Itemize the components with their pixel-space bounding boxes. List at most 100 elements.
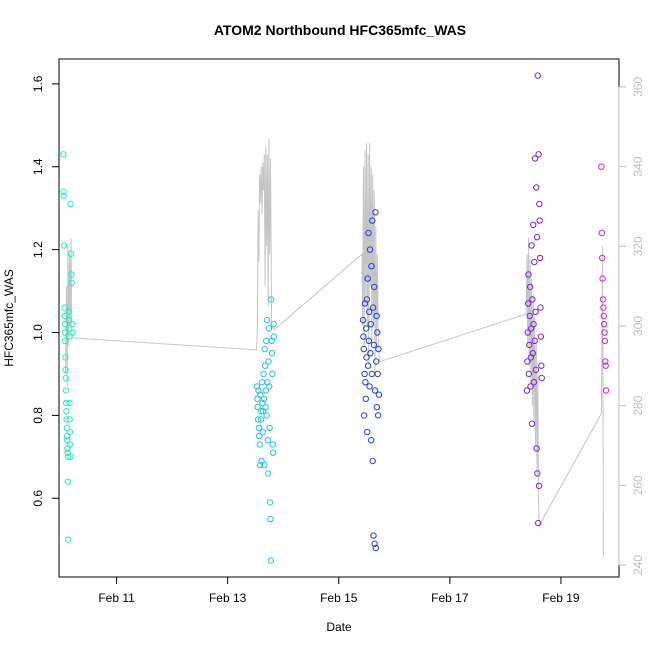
x-axis: Feb 11 Feb 13 Feb 15 Feb 17 Feb 19 (98, 576, 580, 605)
right-y-tick-label: 240 (631, 555, 645, 575)
data-point (599, 254, 606, 262)
data-point (536, 217, 543, 224)
data-point (66, 399, 73, 407)
data-point (64, 478, 72, 485)
right-y-tick-label: 280 (631, 395, 645, 415)
data-point (61, 312, 68, 320)
data-point (535, 482, 543, 489)
data-point (254, 403, 261, 411)
data-point (369, 457, 376, 465)
right-y-tick-label: 340 (631, 156, 645, 176)
data-point (267, 515, 274, 523)
data-point (531, 258, 538, 266)
data-point (375, 345, 382, 353)
data-point (599, 296, 607, 303)
data-point (533, 445, 540, 452)
data-point (372, 209, 379, 216)
series-flight-2 (253, 296, 278, 564)
data-point (63, 416, 70, 423)
data-point (368, 263, 375, 270)
data-point (373, 358, 380, 365)
series-flight-3 (359, 209, 383, 552)
data-point (261, 461, 268, 469)
data-point (265, 325, 273, 332)
data-point (61, 304, 68, 311)
overlay-line (65, 138, 604, 558)
data-point (62, 354, 69, 361)
data-point (600, 321, 608, 328)
data-point (63, 432, 71, 440)
data-point (368, 437, 375, 444)
data-point (267, 557, 275, 564)
data-point (60, 151, 67, 158)
data-point (530, 321, 537, 328)
data-point (600, 312, 607, 320)
data-point (67, 250, 75, 258)
data-point (366, 308, 373, 315)
data-point (369, 304, 377, 311)
data-point (361, 370, 368, 378)
data-point (68, 271, 75, 278)
data-point (528, 242, 535, 249)
data-point (525, 370, 533, 378)
data-point (64, 437, 71, 444)
data-point (531, 337, 538, 344)
data-point (526, 283, 534, 291)
data-point (536, 254, 544, 262)
data-point (598, 229, 605, 237)
data-point (261, 362, 269, 369)
data-point (67, 453, 74, 460)
overlay-line-layer (65, 138, 604, 558)
data-point (265, 470, 272, 477)
x-tick-label: Feb 11 (98, 591, 135, 605)
data-point (69, 321, 76, 328)
x-tick-label: Feb 19 (542, 591, 580, 605)
scatter-points-layer (60, 72, 610, 564)
y-tick-label: 1.2 (31, 241, 45, 258)
data-point (365, 337, 372, 344)
y-axis-label: HFC365mfc_WAS (2, 269, 16, 367)
data-point (69, 329, 76, 336)
data-point (268, 296, 275, 303)
data-point (66, 441, 74, 448)
data-point (371, 540, 378, 547)
data-point (362, 325, 370, 332)
right-y-tick-label: 260 (631, 475, 645, 495)
data-point (372, 544, 379, 552)
data-point (66, 333, 73, 340)
data-point (529, 296, 536, 303)
data-point (364, 362, 372, 369)
data-point (258, 416, 265, 423)
data-point (60, 242, 68, 249)
data-point (65, 325, 73, 332)
data-point (361, 412, 368, 419)
data-point (370, 341, 378, 349)
data-point (270, 321, 277, 328)
data-point (61, 329, 69, 336)
right-y-tick-label: 320 (631, 236, 645, 256)
series-flight-4 (523, 72, 545, 527)
data-point (532, 366, 540, 373)
x-tick-label: Feb 17 (431, 591, 469, 605)
data-point (60, 192, 67, 200)
data-point (269, 370, 276, 378)
data-point (270, 449, 277, 456)
data-point (63, 424, 71, 431)
data-point (532, 308, 539, 315)
data-point (360, 333, 367, 340)
data-point (364, 275, 371, 282)
data-point (530, 221, 537, 229)
data-point (598, 163, 605, 170)
y-tick-label: 1.6 (31, 75, 45, 92)
y-tick-label: 0.6 (31, 490, 45, 507)
data-point (260, 370, 267, 378)
data-point (524, 358, 531, 365)
data-point (269, 441, 276, 448)
data-point (373, 312, 380, 320)
data-point (66, 416, 73, 423)
chart-title: ATOM2 Northbound HFC365mfc_WAS (214, 22, 466, 38)
data-point (362, 395, 369, 402)
data-point (530, 379, 538, 386)
